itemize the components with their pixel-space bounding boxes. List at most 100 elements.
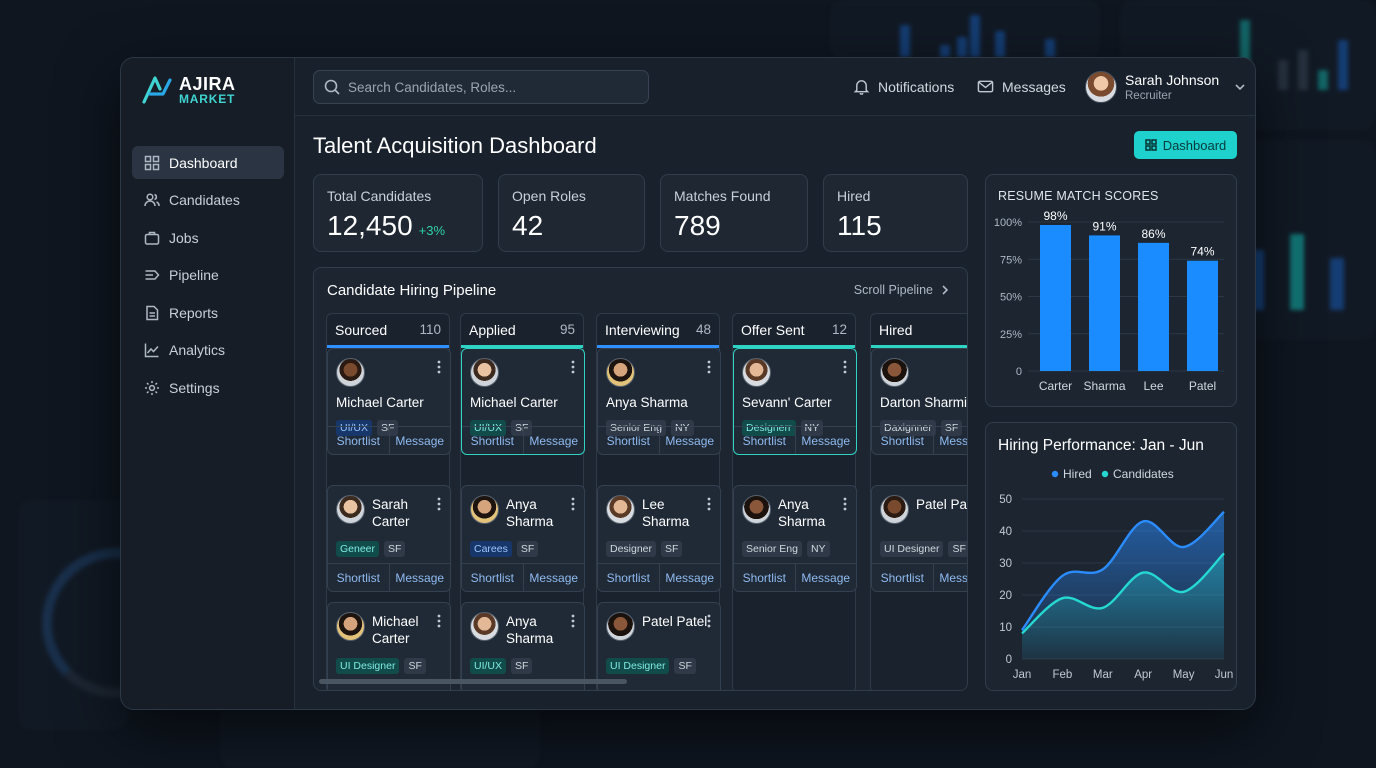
card-actions: Shortlist Message bbox=[328, 426, 450, 454]
line-candidates bbox=[1021, 552, 1225, 635]
sidebar-item-jobs[interactable]: Jobs bbox=[132, 221, 284, 254]
candidate-card[interactable]: Patel Patel UI Designer SF Shortlist Mes… bbox=[871, 485, 967, 592]
more-options-icon[interactable] bbox=[707, 497, 711, 511]
location-tag: SF bbox=[516, 541, 539, 557]
more-options-icon[interactable] bbox=[571, 614, 575, 628]
sidebar-item-candidates[interactable]: Candidates bbox=[132, 184, 284, 217]
brand-logo[interactable]: AJIRA MARKET bbox=[141, 74, 236, 106]
mail-icon bbox=[977, 80, 994, 93]
sidebar-item-label: Pipeline bbox=[169, 267, 219, 283]
stat-value: 42 bbox=[512, 210, 544, 241]
more-options-icon[interactable] bbox=[437, 360, 441, 374]
location-tag: NY bbox=[670, 420, 694, 436]
stat-value: 115 bbox=[837, 210, 882, 241]
bar-lee bbox=[1138, 242, 1169, 371]
briefcase-icon bbox=[144, 231, 160, 245]
shortlist-button[interactable]: Shortlist bbox=[742, 570, 786, 585]
candidate-card[interactable]: Darton Sharmi Daxignner SF Shortlist Mes… bbox=[871, 348, 967, 455]
message-button[interactable]: Message bbox=[794, 427, 857, 454]
search-input[interactable] bbox=[348, 79, 628, 95]
candidate-tags: UI/UX SF bbox=[470, 658, 533, 674]
resume-match-panel: RESUME MATCH SCORES 0 25% 50% 75% 100% 98% Car… bbox=[985, 174, 1237, 407]
candidate-card[interactable]: Anya Sharma Senior Eng NY Shortlist Mess… bbox=[597, 348, 721, 455]
x-tick-label: Carter bbox=[1039, 379, 1072, 393]
shortlist-button[interactable]: Shortlist bbox=[470, 570, 514, 585]
sidebar-item-settings[interactable]: Settings bbox=[132, 371, 284, 404]
message-button[interactable]: Message bbox=[658, 564, 721, 591]
more-options-icon[interactable] bbox=[437, 497, 441, 511]
message-button[interactable]: Message bbox=[388, 564, 451, 591]
shortlist-button[interactable]: Shortlist bbox=[606, 433, 650, 448]
shortlist-button[interactable]: Shortlist bbox=[336, 570, 380, 585]
candidate-card[interactable]: Lee Sharma Designer SF Shortlist Message bbox=[597, 485, 721, 592]
shortlist-button[interactable]: Shortlist bbox=[470, 433, 514, 448]
candidate-card[interactable]: Anya Sharma Carees SF Shortlist Message bbox=[461, 485, 585, 592]
candidate-avatar bbox=[336, 358, 365, 387]
candidate-card[interactable]: Michael Carter UI Designer SF bbox=[327, 602, 451, 690]
candidate-avatar bbox=[880, 495, 909, 524]
sidebar-item-dashboard[interactable]: Dashboard bbox=[132, 146, 284, 179]
more-options-icon[interactable] bbox=[843, 360, 847, 374]
column-count: 110 bbox=[419, 322, 441, 337]
more-options-icon[interactable] bbox=[707, 614, 711, 628]
sidebar-item-pipeline[interactable]: Pipeline bbox=[132, 259, 284, 292]
message-button[interactable]: Message bbox=[932, 427, 967, 454]
sidebar-item-label: Settings bbox=[169, 379, 220, 396]
role-tag: UI/UX bbox=[470, 420, 507, 436]
candidate-card[interactable]: Anya Sharma UI/UX SF bbox=[461, 602, 585, 690]
message-button[interactable]: Message bbox=[932, 564, 967, 591]
y-tick-label: 0 bbox=[1006, 654, 1012, 666]
card-actions: Shortlist Message bbox=[598, 426, 720, 454]
shortlist-button[interactable]: Shortlist bbox=[336, 433, 380, 448]
stat-card-total-candidates: Total Candidates 12,450 +3% bbox=[313, 174, 483, 252]
bar-patel bbox=[1187, 260, 1218, 371]
pipeline-scrollbar[interactable] bbox=[319, 679, 627, 684]
shortlist-button[interactable]: Shortlist bbox=[606, 570, 650, 585]
location-tag: NY bbox=[806, 541, 830, 557]
dashboard-icon bbox=[1144, 139, 1157, 151]
shortlist-button[interactable]: Shortlist bbox=[742, 433, 786, 448]
y-tick-label: 20 bbox=[999, 590, 1012, 602]
message-button[interactable]: Message bbox=[522, 564, 585, 591]
message-button[interactable]: Message bbox=[522, 427, 585, 454]
candidate-card[interactable]: Michael Carter UI/UX SF Shortlist Messag… bbox=[461, 348, 585, 455]
candidate-card[interactable]: Michael Carter UI/UX SF Shortlist Messag… bbox=[327, 348, 451, 455]
column-name: Hired bbox=[879, 321, 913, 338]
messages-button[interactable]: Messages bbox=[977, 78, 1066, 95]
more-options-icon[interactable] bbox=[707, 360, 711, 374]
candidate-avatar bbox=[742, 495, 771, 524]
bar-data-label: 86% bbox=[1141, 227, 1165, 241]
more-options-icon[interactable] bbox=[571, 497, 575, 511]
chevron-down-icon bbox=[1235, 84, 1245, 91]
document-icon bbox=[146, 305, 159, 320]
sidebar-item-analytics[interactable]: Analytics bbox=[132, 334, 284, 367]
message-button[interactable]: Message bbox=[658, 427, 721, 454]
message-button[interactable]: Message bbox=[794, 564, 857, 591]
column-count: 95 bbox=[559, 322, 575, 337]
location-tag: SF bbox=[511, 420, 533, 436]
candidate-tags: Senior Eng NY bbox=[742, 541, 830, 557]
more-options-icon[interactable] bbox=[843, 497, 847, 511]
candidate-card[interactable]: Sarah Carter Geneer SF Shortlist Message bbox=[327, 485, 451, 592]
sidebar-item-label: Jobs bbox=[169, 229, 199, 246]
shortlist-button[interactable]: Shortlist bbox=[880, 433, 924, 448]
user-menu[interactable]: Sarah Johnson Recruiter bbox=[1085, 71, 1247, 103]
shortlist-button[interactable]: Shortlist bbox=[880, 570, 924, 585]
candidate-card[interactable]: Patel Patel UI Designer SF bbox=[597, 602, 721, 690]
candidate-card[interactable]: Anya Sharma Senior Eng NY Shortlist Mess… bbox=[733, 485, 857, 592]
more-options-icon[interactable] bbox=[571, 360, 575, 374]
dashboard-button[interactable]: Dashboard bbox=[1134, 131, 1237, 159]
notifications-button[interactable]: Notifications bbox=[853, 78, 954, 95]
candidate-card[interactable]: Sevann' Carter Designerr NY Shortlist Me… bbox=[733, 348, 857, 455]
search-box[interactable] bbox=[313, 70, 649, 104]
location-tag: NY bbox=[800, 420, 824, 436]
sidebar-item-reports[interactable]: Reports bbox=[132, 296, 284, 329]
user-name: Sarah Johnson bbox=[1125, 72, 1220, 88]
stat-label: Open Roles bbox=[512, 188, 586, 204]
more-options-icon[interactable] bbox=[437, 614, 441, 628]
candidate-name: Michael Carter bbox=[336, 395, 424, 410]
role-tag: Carees bbox=[470, 541, 512, 557]
scroll-pipeline-link[interactable]: Scroll Pipeline bbox=[854, 283, 951, 297]
message-button[interactable]: Message bbox=[388, 427, 451, 454]
candidate-avatar bbox=[606, 612, 635, 641]
